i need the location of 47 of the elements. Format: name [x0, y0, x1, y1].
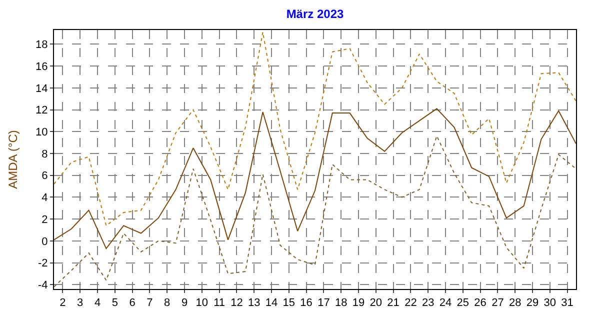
x-tick-label: 15: [282, 297, 296, 310]
x-tick-label: 20: [370, 297, 382, 310]
y-tick-label: 14: [36, 82, 48, 95]
x-tick-label: 17: [318, 297, 330, 310]
x-tick-label: 26: [474, 297, 486, 310]
x-tick-label: 13: [248, 297, 260, 310]
x-tick-label: 9: [181, 297, 188, 310]
x-tick-label: 24: [439, 297, 452, 310]
line-series: [54, 108, 576, 250]
x-tick-label: 23: [422, 297, 434, 310]
y-tick-label: -2: [38, 258, 48, 270]
x-tick-label: 30: [544, 297, 556, 310]
x-tick-label: 12: [230, 297, 243, 310]
x-tick-label: 25: [456, 297, 470, 310]
x-tick-label: 11: [214, 297, 226, 310]
chart-title: März 2023: [286, 7, 344, 22]
x-tick-label: 31: [561, 297, 574, 310]
x-tick-label: 14: [265, 297, 278, 310]
x-tick-label: 27: [492, 297, 504, 310]
x-tick-label: 18: [334, 297, 348, 310]
x-tick-label: 3: [77, 297, 84, 310]
y-tick-label: 12: [36, 104, 48, 117]
x-tick-label: 16: [300, 297, 312, 310]
line-series: [54, 32, 576, 226]
x-tick-label: 5: [112, 297, 118, 310]
y-tick-label: -4: [38, 279, 48, 292]
y-tick-label: 2: [42, 214, 48, 226]
x-tick-label: 7: [146, 297, 153, 310]
y-tick-label: 8: [42, 148, 48, 160]
y-tick-label: 18: [36, 39, 48, 52]
x-tick-label: 21: [387, 297, 400, 310]
x-tick-label: 29: [526, 297, 539, 310]
y-tick-label: 16: [36, 60, 48, 73]
y-tick-label: 0: [42, 236, 48, 248]
y-tick-label: 10: [36, 126, 48, 138]
x-tick-label: 19: [352, 297, 365, 310]
x-tick-label: 28: [508, 297, 522, 310]
x-tick-label: 6: [129, 297, 136, 310]
y-tick-label: 4: [42, 192, 48, 204]
x-tick-label: 4: [94, 297, 101, 310]
y-axis-title: AMDA (°C): [6, 130, 20, 189]
x-tick-label: 2: [60, 297, 66, 310]
x-tick-label: 10: [196, 297, 208, 310]
x-tick-label: 8: [164, 297, 170, 310]
x-tick-label: 22: [404, 297, 417, 310]
line-series: [54, 136, 576, 288]
y-tick-label: 6: [42, 170, 48, 182]
